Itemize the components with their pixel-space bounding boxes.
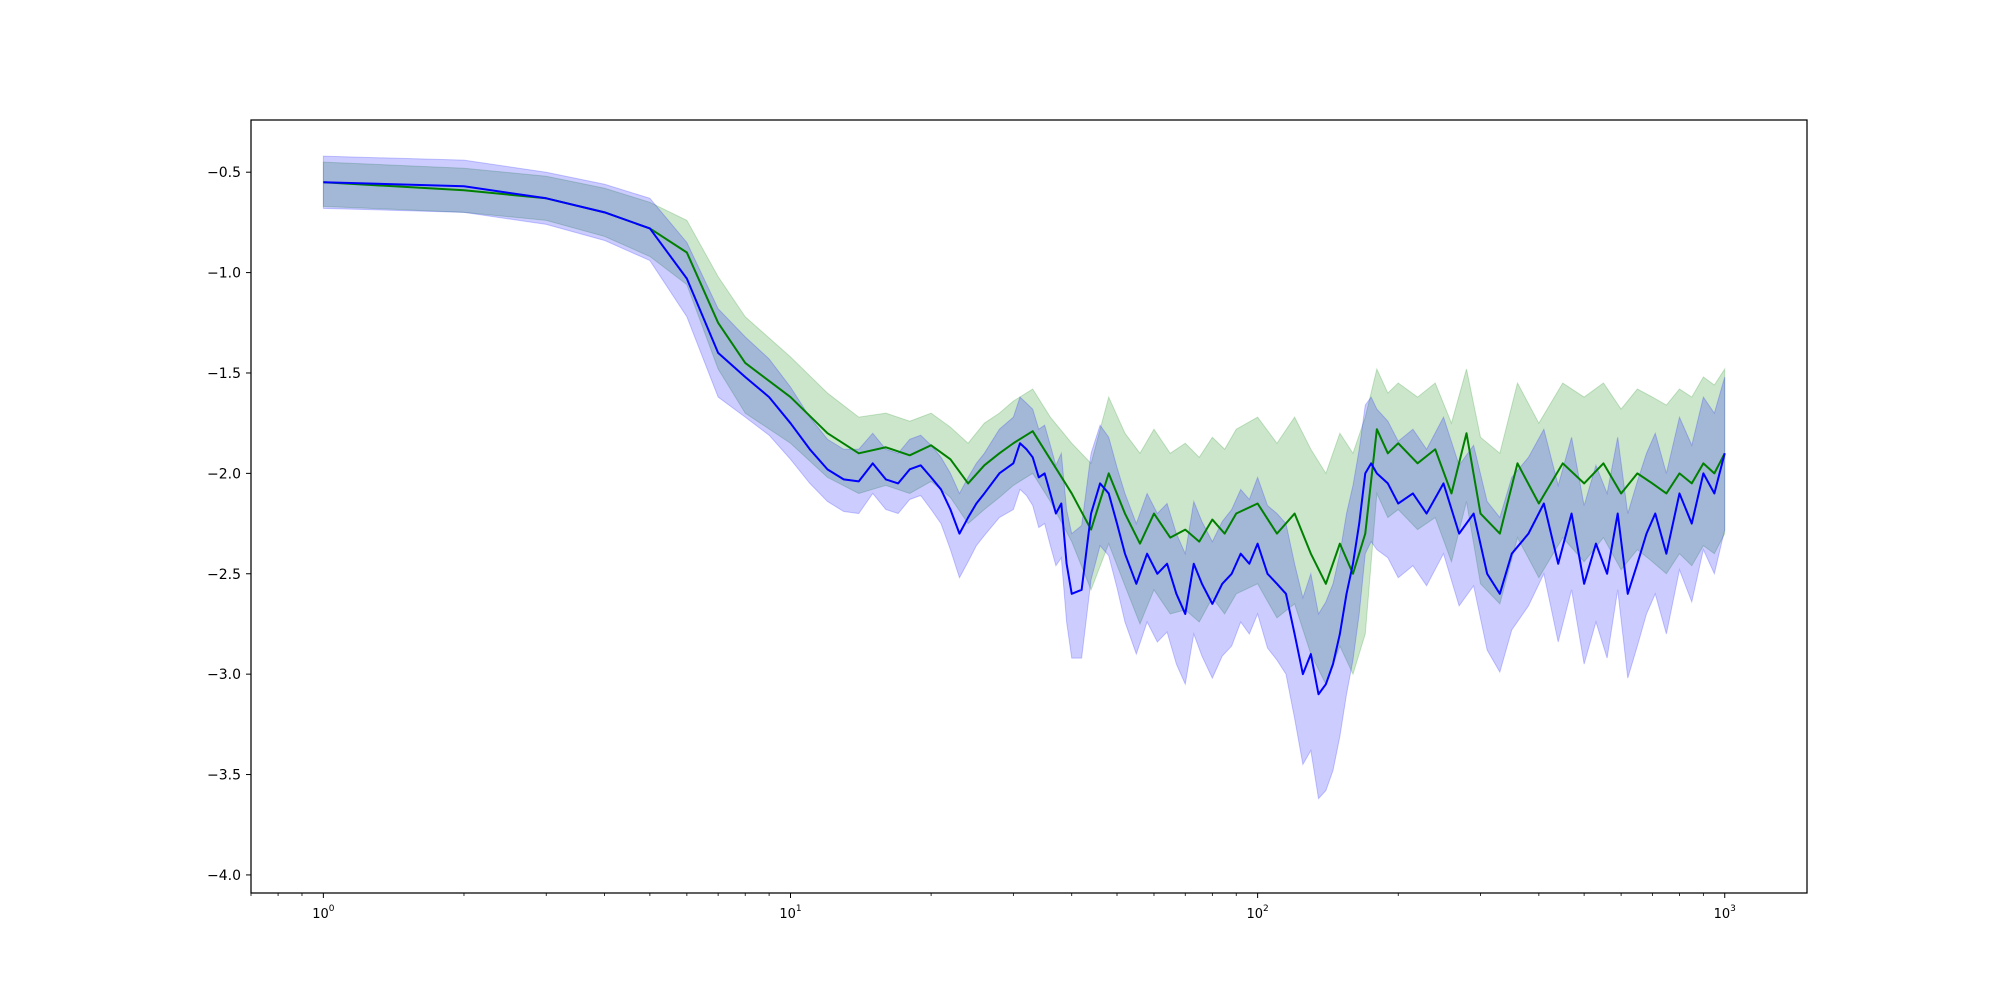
lines-layer xyxy=(323,181,1726,696)
x-tick-label-base: 10 xyxy=(1246,907,1263,922)
y-tick-label: −2.5 xyxy=(207,567,241,583)
y-tick-label: −1.5 xyxy=(207,366,241,382)
x-tick-label-exponent: 1 xyxy=(796,904,802,914)
plot-frame xyxy=(250,119,1808,894)
x-tick-label-exponent: 0 xyxy=(329,904,335,914)
x-tick-label-exponent: 3 xyxy=(1730,904,1736,914)
y-tick-label: −4.0 xyxy=(207,868,241,884)
y-axis: −0.5 −1.0 −1.5 −2.0 −2.5 −3.0 −3.5 −4.0 xyxy=(207,165,251,884)
y-tick-label: −3.0 xyxy=(207,667,241,683)
y-tick-label: −2.0 xyxy=(207,466,241,482)
x-tick-label-base: 10 xyxy=(779,907,796,922)
series-0-line xyxy=(323,181,1726,585)
bands-layer xyxy=(322,155,1726,800)
x-tick-label: 102 xyxy=(1246,904,1268,922)
x-tick-label: 100 xyxy=(312,904,335,922)
x-axis: 100 101 102 103 xyxy=(250,893,1736,922)
x-tick-label-exponent: 2 xyxy=(1263,904,1269,914)
series-1-line xyxy=(323,181,1726,696)
y-tick-label: −3.5 xyxy=(207,768,241,784)
series-1-band xyxy=(322,155,1726,800)
series-0-band xyxy=(322,161,1726,686)
y-tick-label: −0.5 xyxy=(207,165,241,181)
x-tick-label: 103 xyxy=(1714,904,1736,922)
x-tick-label: 101 xyxy=(779,904,801,922)
y-tick-label: −1.0 xyxy=(207,266,241,282)
x-tick-label-base: 10 xyxy=(1714,907,1731,922)
x-tick-label-base: 10 xyxy=(312,907,329,922)
